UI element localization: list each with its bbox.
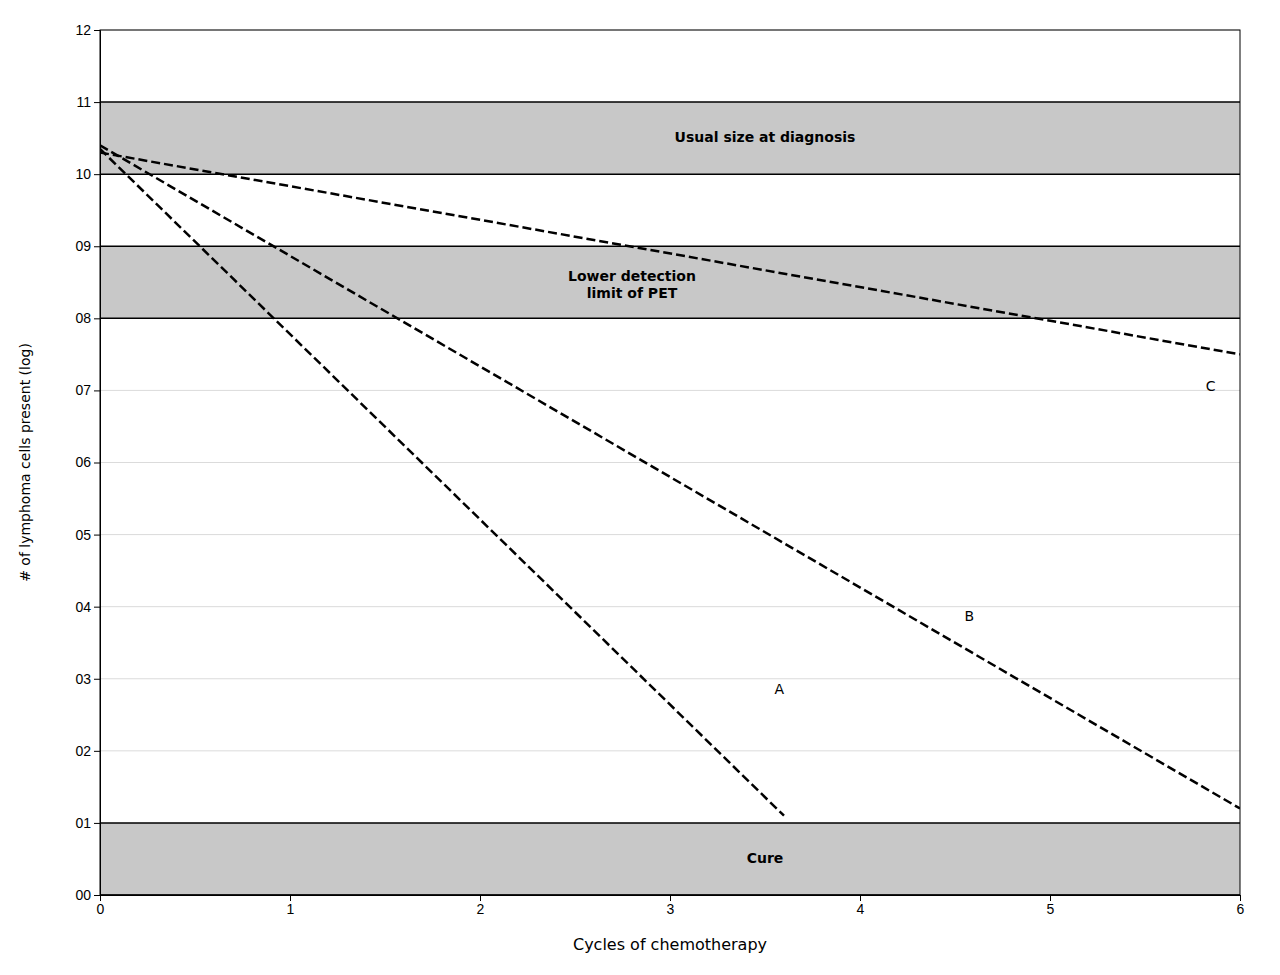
y-tick-label: 03: [75, 671, 91, 687]
band-label-line: limit of PET: [587, 285, 678, 301]
band: [100, 823, 1240, 895]
y-tick-mark: [94, 751, 100, 752]
y-tick: 06: [75, 454, 100, 470]
grid-line: [100, 390, 1240, 391]
y-tick-mark: [94, 679, 100, 680]
y-tick: 11: [76, 94, 100, 110]
grid-line: [100, 462, 1240, 463]
y-tick-mark: [94, 390, 100, 391]
y-tick-label: 09: [75, 238, 91, 254]
y-tick: 07: [75, 382, 100, 398]
y-tick-mark: [94, 463, 100, 464]
y-tick-mark: [94, 102, 100, 103]
series-line: [100, 149, 784, 816]
grid-line: [100, 678, 1240, 679]
band-label-line: Usual size at diagnosis: [675, 129, 856, 145]
y-tick-label: 10: [75, 166, 91, 182]
y-tick: 05: [75, 527, 100, 543]
series-label: C: [1206, 378, 1216, 394]
band-label: Cure: [747, 850, 784, 866]
y-tick: 09: [75, 238, 100, 254]
x-tick: 0: [97, 895, 105, 917]
x-tick: 3: [667, 895, 675, 917]
x-tick-label: 5: [1047, 901, 1055, 917]
series-labels: C B A: [775, 378, 1216, 697]
y-tick-mark: [94, 30, 100, 31]
series-line: [100, 153, 1240, 355]
y-tick-label: 05: [75, 527, 91, 543]
x-axis-title: Cycles of chemotherapy: [573, 935, 767, 954]
band-borders: [100, 102, 1240, 895]
chart: 012345600010203040506070809101112CBAUsua…: [0, 0, 1280, 975]
y-axis-title: # of lymphoma cells present (log): [17, 343, 33, 582]
x-tick: 6: [1237, 895, 1245, 917]
band-border: [100, 318, 1240, 320]
y-tick-mark: [94, 246, 100, 247]
y-tick-mark: [94, 895, 100, 896]
band-labels: Usual size at diagnosis Lower detectionli…: [568, 129, 855, 866]
y-tick-mark: [94, 607, 100, 608]
band-label-line: Lower detection: [568, 268, 696, 284]
y-tick: 12: [75, 22, 100, 38]
grid: [100, 30, 1240, 751]
y-tick-mark: [94, 823, 100, 824]
bands: [100, 102, 1240, 895]
series-label: A: [775, 681, 785, 697]
grid-line: [100, 534, 1240, 535]
x-tick: 4: [857, 895, 865, 917]
y-tick: 04: [75, 599, 100, 615]
plot-frame: [100, 30, 1240, 895]
y-tick-label: 12: [75, 22, 91, 38]
x-tick: 1: [287, 895, 295, 917]
x-axis: 0 1 2 3 4 5 6: [97, 895, 1245, 917]
y-tick-mark: [94, 535, 100, 536]
band-label: Lower detectionlimit of PET: [568, 268, 696, 301]
lines: [100, 145, 1240, 815]
x-tick-label: 0: [97, 901, 105, 917]
y-tick-label: 06: [75, 454, 91, 470]
x-tick-label: 6: [1237, 901, 1245, 917]
y-tick: 10: [75, 166, 100, 182]
band-border: [100, 822, 1240, 824]
x-tick-label: 2: [477, 901, 485, 917]
y-tick-mark: [94, 174, 100, 175]
grid-line: [100, 606, 1240, 607]
y-tick-label: 04: [75, 599, 91, 615]
x-tick: 5: [1047, 895, 1055, 917]
band-label: Usual size at diagnosis: [675, 129, 856, 145]
series-line: [100, 145, 1240, 808]
y-tick: 02: [75, 743, 100, 759]
series-label: B: [965, 608, 975, 624]
y-tick-mark: [94, 318, 100, 319]
band: [100, 102, 1240, 174]
y-tick-label: 07: [75, 382, 91, 398]
band-border: [100, 173, 1240, 175]
x-tick-label: 1: [287, 901, 295, 917]
band-label-line: Cure: [747, 850, 784, 866]
y-tick: 03: [75, 671, 100, 687]
y-axis: 00 01 02 03 04 05 06 07 08 09 10 11 12: [75, 22, 100, 903]
band-border: [100, 101, 1240, 103]
y-tick-label: 08: [75, 310, 91, 326]
x-tick: 2: [477, 895, 485, 917]
y-tick: 00: [75, 887, 100, 903]
band: [100, 246, 1240, 318]
y-tick-label: 01: [75, 815, 91, 831]
y-tick-label: 00: [75, 887, 91, 903]
grid-line: [100, 750, 1240, 751]
y-tick: 08: [75, 310, 100, 326]
y-tick-label: 11: [76, 94, 91, 110]
x-tick-label: 3: [667, 901, 675, 917]
x-tick-label: 4: [857, 901, 865, 917]
y-tick: 01: [75, 815, 100, 831]
y-tick-label: 02: [75, 743, 91, 759]
